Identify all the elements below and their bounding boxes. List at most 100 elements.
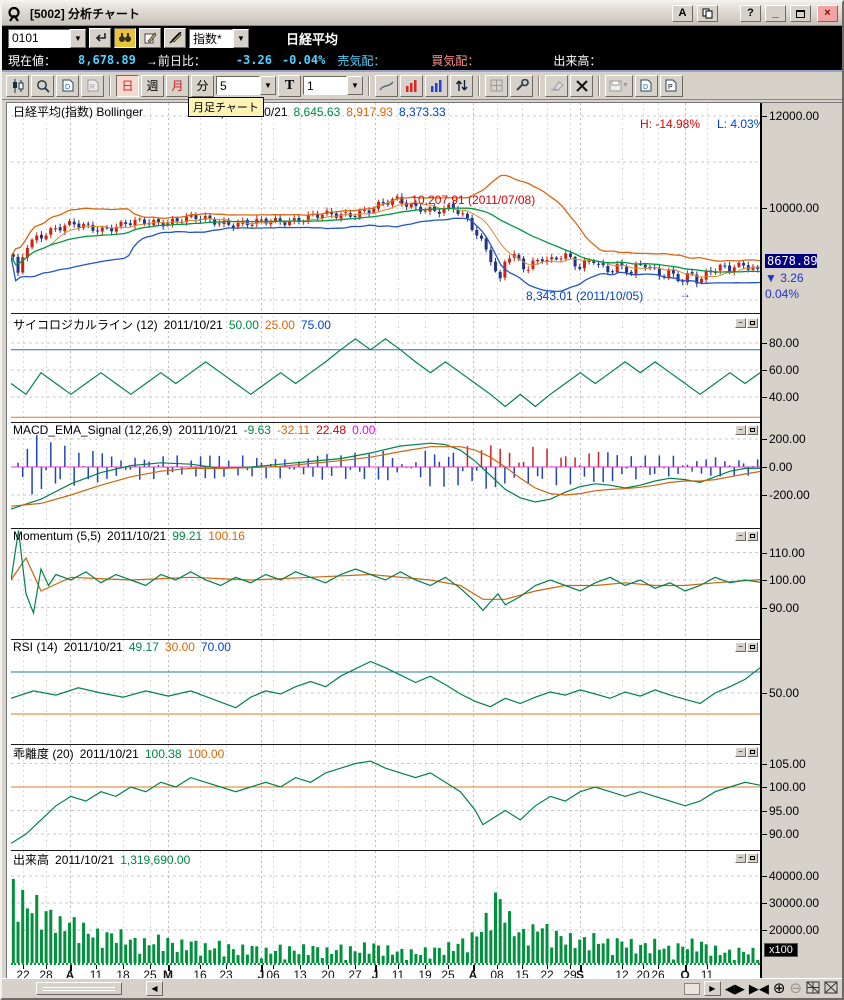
annotation-button[interactable]: A [672,5,693,22]
indicator-blue-button[interactable] [425,74,448,97]
eraser-button[interactable] [545,74,568,97]
chevron-down-icon[interactable]: ▼ [260,76,276,95]
indicator-value: 75.00 [300,318,331,332]
period-count-combobox[interactable]: 5 ▼ [216,76,276,95]
page-p-button[interactable]: P [659,74,683,97]
chart-toolbar: D R 日 週 月 分 5 ▼ T 1 ▼ [2,72,842,100]
enter-button[interactable] [89,28,111,48]
chart-panel-macd[interactable]: MACD_EMA_Signal (12,26,9) 2011/10/21 -9.63… [11,423,760,529]
period-monthly-button[interactable]: 月 [166,74,189,97]
scroll-right-button[interactable]: ▶ [703,981,721,996]
axis-tick [762,580,767,581]
axis-tick [762,903,767,904]
indicator-red-button[interactable] [400,74,423,97]
scrollbar-thumb[interactable] [36,982,122,995]
zoom-button[interactable] [31,74,54,97]
scroll-track-box[interactable] [683,982,700,995]
expand-range-icon[interactable]: ◀▶ [724,981,745,996]
period-daily-button[interactable]: 日 [116,74,139,97]
chart-area[interactable]: 日経平均(指数) Bollinger) 2011/10/218,645.638,… [6,102,842,983]
axis-label: 60.00 [769,363,800,377]
chart-panel-rsi[interactable]: RSI (14) 2011/10/21 49.17 30.00 70.00 − [11,640,760,745]
panel-maximize-button[interactable] [747,853,758,863]
candlestick-chart-button[interactable] [6,74,29,97]
chart-panel-kairi[interactable]: 乖離度 (20) 2011/10/21 100.38 100.00 − [11,745,760,851]
trendline-button[interactable] [375,74,398,97]
x-axis-tick [425,965,426,969]
symbol-code-value[interactable]: 0101 [8,28,70,48]
symbol-code-combobox[interactable]: 0101 ▼ [8,28,86,48]
axis-label: 20000.00 [769,923,820,937]
close-panel-icon[interactable] [824,981,838,997]
sort-arrows-button[interactable] [450,74,473,97]
tooltip: 月足チャート [188,97,264,117]
period-weekly-button[interactable]: 週 [141,74,164,97]
chart-panel-volume[interactable]: 出来高 2011/10/21 1,319,690.00 − [11,851,760,965]
panel-maximize-button[interactable] [747,425,758,435]
new-page-button[interactable]: D [56,74,79,97]
panel-minimize-button[interactable]: − [735,531,746,541]
x-axis-label: A [468,968,478,982]
scroll-left-button[interactable]: ◀ [146,981,163,996]
period-minute-button[interactable]: 分 [191,74,214,97]
maximize-button[interactable] [790,5,811,22]
category-value[interactable]: 指数* [189,28,233,48]
axis-label: 105.00 [769,756,806,771]
x-axis-tick [658,965,659,969]
chevron-down-icon[interactable]: ▼ [70,28,86,48]
blue-histogram-icon [431,80,442,92]
axis-label: 100.00 [769,780,806,794]
copy-button[interactable] [697,5,718,22]
axis-label: 40000.00 [769,869,820,883]
close-button[interactable]: × [817,5,838,22]
search-button[interactable] [114,28,136,48]
panel-maximize-button[interactable] [747,642,758,652]
axis-tick [762,439,767,440]
panel-header-momentum: Momentum (5,5) 2011/10/21 99.21 100.16 [13,529,251,543]
x-axis-tick [123,965,124,969]
x-axis-label: M [163,968,173,982]
bars-combobox[interactable]: 1 ▼ [303,76,363,95]
save-icon [609,80,622,91]
volume-label: 出来高： [553,53,602,68]
svg-text:D: D [643,84,648,91]
delete-button[interactable] [570,74,593,97]
panel-minimize-button[interactable]: − [735,425,746,435]
panel-maximize-button[interactable] [747,531,758,541]
panel-minimize-button[interactable]: − [735,853,746,863]
grid-layout-button[interactable] [485,74,508,97]
axis-label: 12000.00 [769,109,820,123]
no-draw-button[interactable] [164,28,186,48]
panel-maximize-button[interactable] [747,747,758,757]
panel-minimize-button[interactable]: − [735,318,746,328]
chevron-down-icon[interactable]: ▼ [347,76,363,95]
grid-view-icon[interactable] [806,981,820,997]
category-combobox[interactable]: 指数* ▼ [189,28,249,48]
panel-minimize-button[interactable]: − [735,642,746,652]
chart-panel-psych[interactable]: サイコロジカルライン (12) 2011/10/21 50.00 25.00 75.00… [11,316,760,423]
period-count-value[interactable]: 5 [216,76,260,95]
restore-page-button[interactable]: R [81,74,104,97]
save-button[interactable]: ▼ [605,74,633,97]
zoom-out-icon[interactable]: ⊖ [789,980,802,997]
zoom-in-icon[interactable]: ⊕ [772,980,786,997]
panel-date: 2011/10/21 [55,853,115,867]
minimize-button[interactable]: _ [765,5,786,22]
bars-value[interactable]: 1 [303,76,347,95]
edit-button[interactable] [139,28,161,48]
axis-tick [762,370,767,371]
panel-minimize-button[interactable]: − [735,747,746,757]
indicator-value: 1,319,690.00 [120,853,191,867]
text-tool-button[interactable]: T [278,74,301,97]
panel-maximize-button[interactable] [747,318,758,328]
help-button[interactable]: ? [740,5,761,22]
chevron-down-icon[interactable]: ▼ [233,28,249,48]
page-d-button[interactable]: D [634,74,658,97]
chart-panel-main[interactable]: 日経平均(指数) Bollinger) 2011/10/218,645.638,… [11,103,760,314]
settings-button[interactable] [510,74,533,97]
app-logo-icon [8,6,20,22]
collapse-range-icon[interactable]: ▶◀ [748,981,769,996]
chart-panel-momentum[interactable]: Momentum (5,5) 2011/10/21 99.21 100.16 − [11,529,760,640]
symbol-name: 日経平均 [286,31,339,47]
